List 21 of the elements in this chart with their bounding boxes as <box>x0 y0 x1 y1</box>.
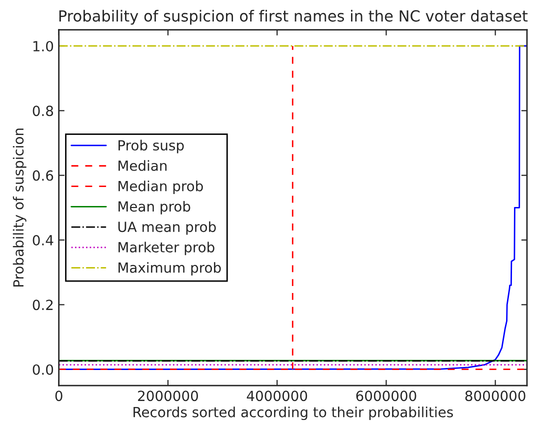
y-tick-label: 0.4 <box>32 234 54 246</box>
y-tick-label: 0.8 <box>32 106 54 116</box>
legend-label: Prob susp <box>118 140 184 154</box>
legend-label: UA mean prob <box>118 221 216 235</box>
x-tick-label: 6000000 <box>356 390 416 402</box>
y-tick-label: 0.0 <box>32 364 54 375</box>
legend-label: Maximum prob <box>118 262 221 276</box>
x-tick-label: 4000000 <box>246 390 308 402</box>
legend-label: Median prob <box>118 180 203 194</box>
x-axis-title: Records sorted according to their probabilities <box>134 406 453 420</box>
x-tick-label: 0 <box>55 390 62 402</box>
chart-title: Probability of suspicion of first names in the NC voter dataset <box>59 10 528 25</box>
legend-label: Marketer prob <box>118 242 214 256</box>
y-axis-title: Probability of suspicion <box>12 128 26 286</box>
legend-label: Mean prob <box>118 200 190 214</box>
y-tick-label: 1.0 <box>33 40 54 52</box>
x-tick-label: 2000000 <box>138 390 198 402</box>
y-tick-label: 0.2 <box>32 300 53 310</box>
y-tick-label: 0.6 <box>32 170 54 181</box>
legend-label: Median <box>118 160 167 171</box>
x-tick-label: 8000000 <box>465 390 526 402</box>
